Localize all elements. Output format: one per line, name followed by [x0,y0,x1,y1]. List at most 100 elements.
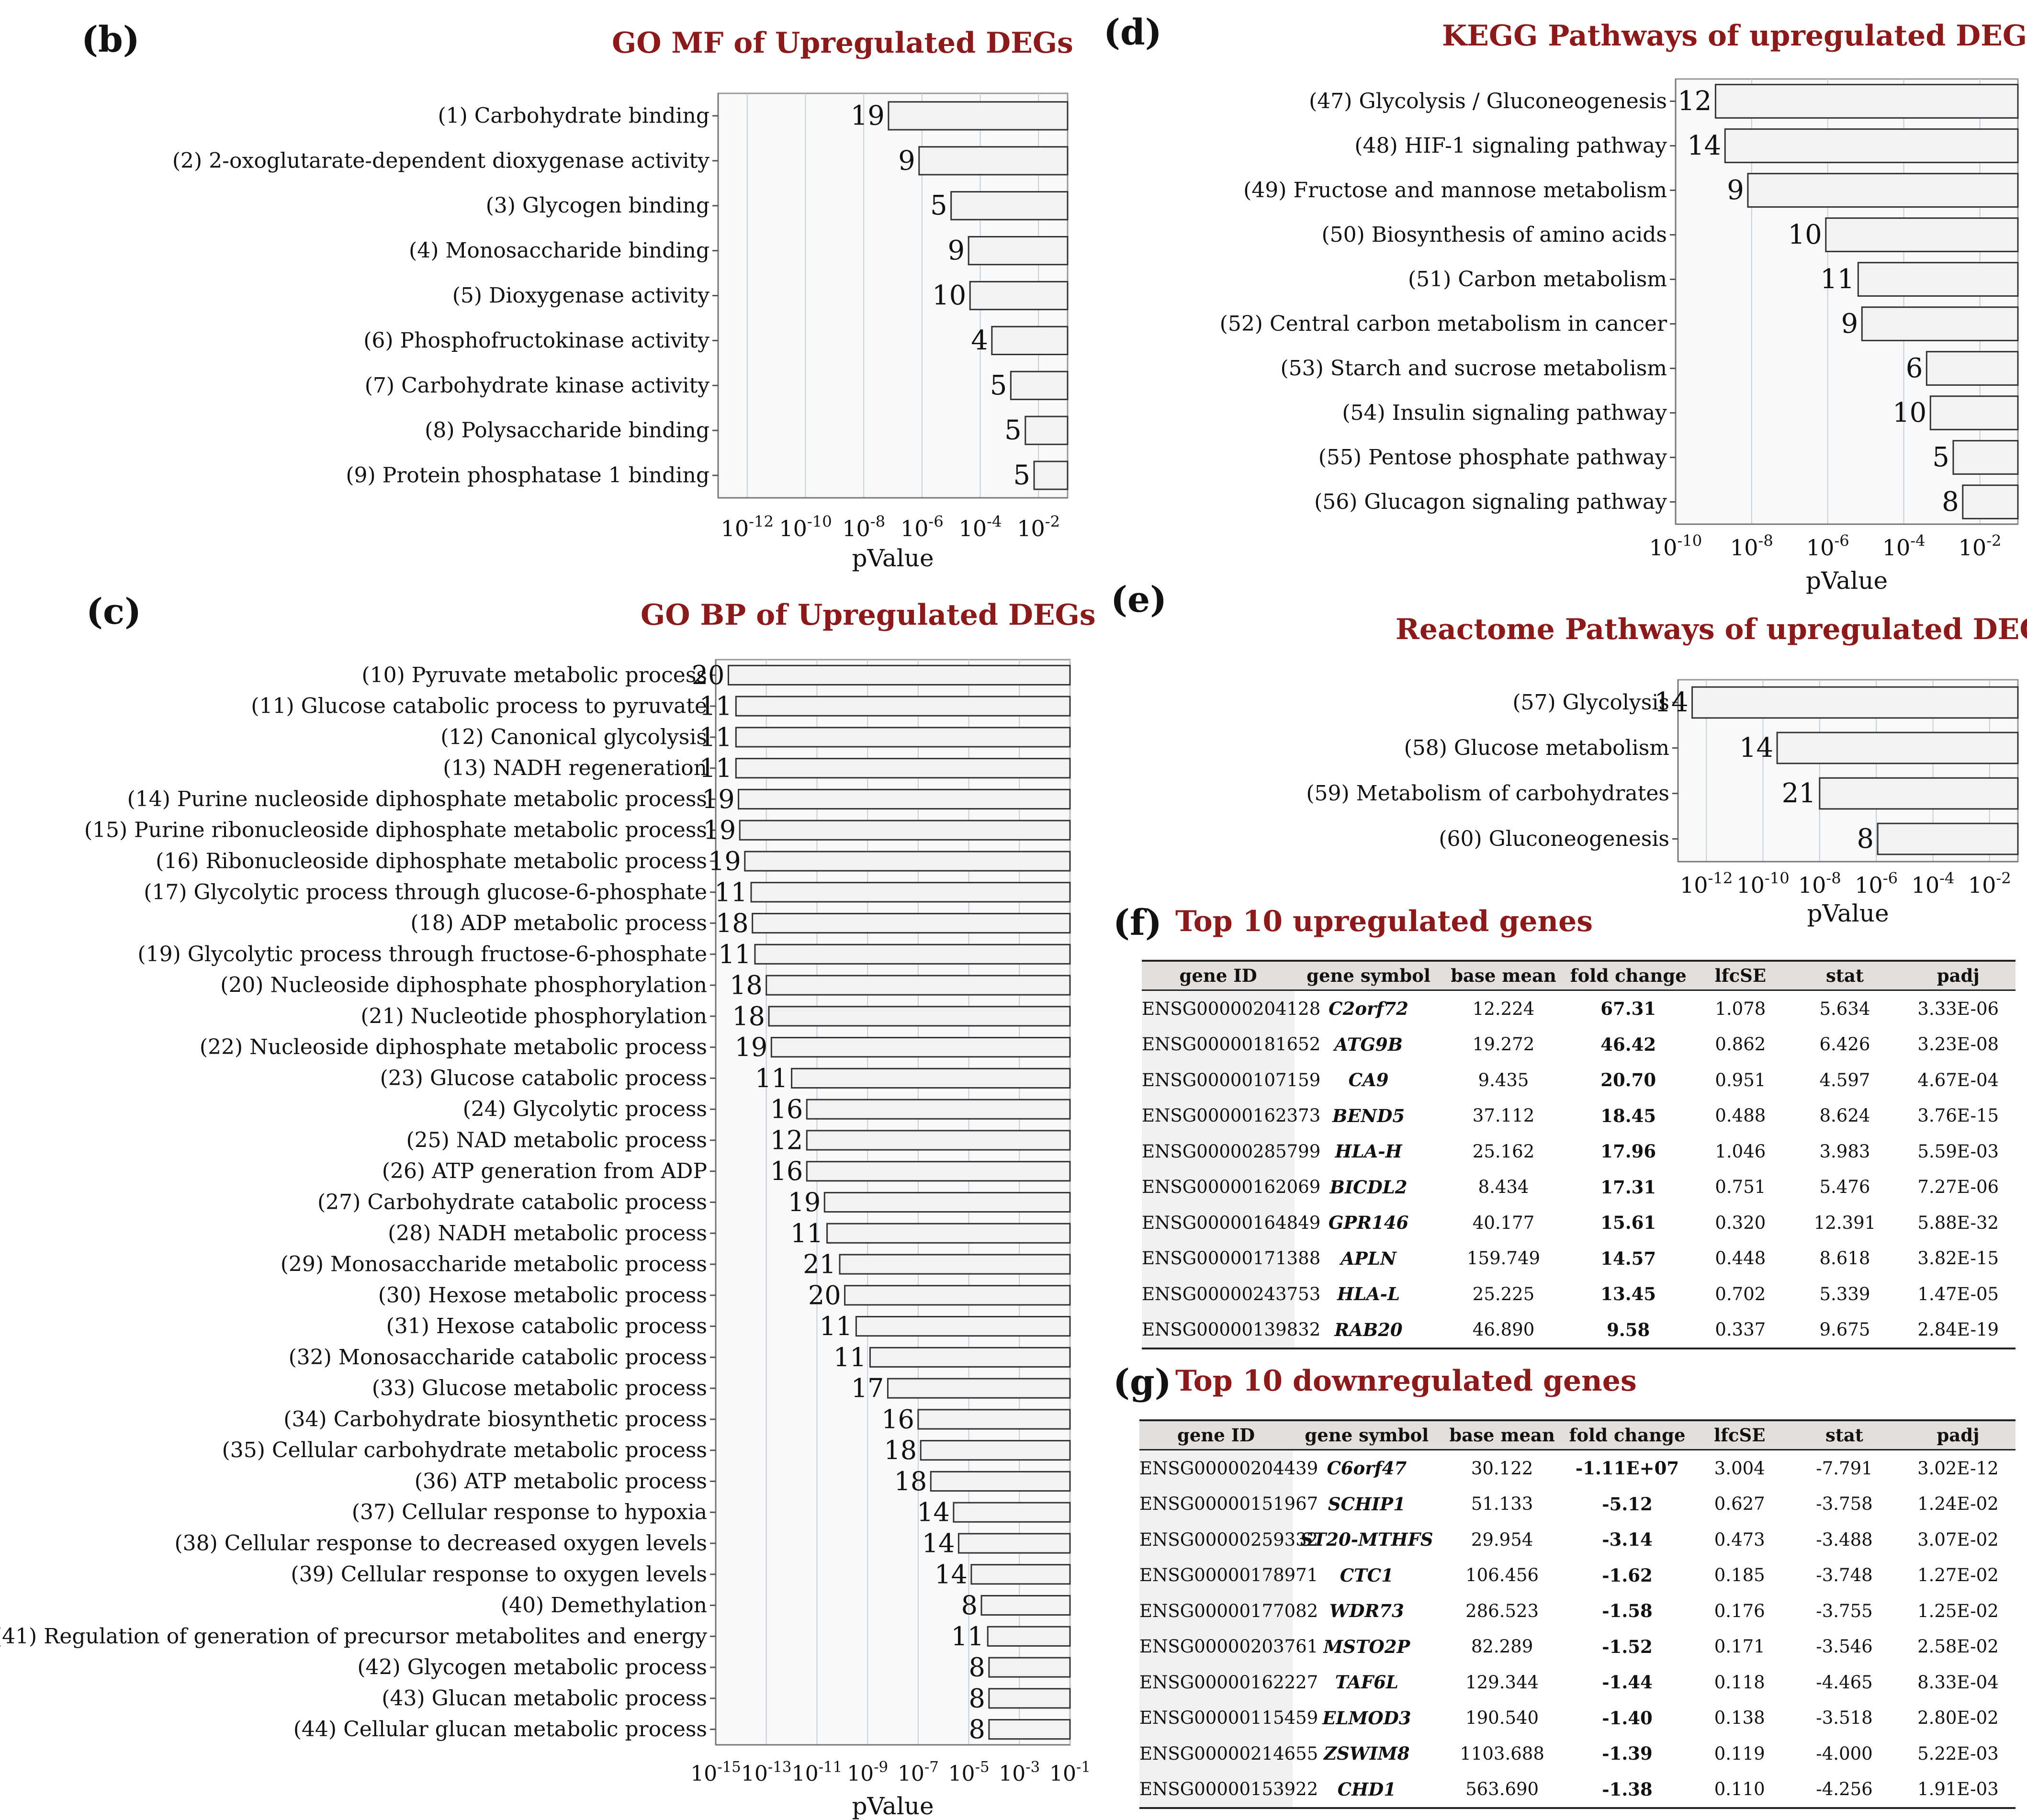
count-label: 5 [990,370,1007,401]
category-label: (36) ATP metabolic process [415,1469,707,1494]
table-cell: 46.890 [1472,1319,1535,1340]
bar [1877,822,2019,855]
table-cell: 4.597 [1819,1069,1870,1090]
table-cell: BEND5 [1332,1105,1405,1126]
table-cell: 8.624 [1819,1105,1870,1126]
table-cell: -1.52 [1602,1636,1653,1657]
table-cell: 0.138 [1714,1708,1765,1729]
table-cell: 0.320 [1715,1212,1766,1233]
table-cell: ENSG00000162373 [1142,1098,1320,1134]
category-label: (48) HIF-1 signaling pathway [1354,134,1667,158]
table-cell: -3.518 [1816,1708,1873,1729]
count-label: 9 [1727,175,1744,206]
bar [791,1067,1071,1089]
panel-label-e: (e) [1111,579,1167,620]
bar [770,1037,1071,1058]
table-row: ENSG00000162373 BEND5 37.112 18.45 0.488 8.62… [1142,1098,2016,1134]
count-label: 8 [968,1652,985,1683]
table-cell: 9.58 [1607,1319,1650,1340]
table-cell: CA9 [1348,1069,1389,1091]
bar [1952,440,2019,475]
count-label: 10 [1892,397,1926,428]
bar [823,1191,1071,1213]
table-top-downregulated: gene ID gene symbol base mean fold change lf… [1139,1419,2016,1809]
count-label: 10 [1788,219,1822,250]
table-cell: MSTO2P [1323,1636,1410,1657]
column-header: gene symbol [1293,1420,1441,1450]
bar [1010,371,1069,400]
table-cell: WDR73 [1329,1600,1404,1622]
x-tick-label: 10-2 [1959,532,2002,561]
category-label: (10) Pyruvate metabolic process [361,663,707,687]
bar [968,236,1069,266]
bar [739,820,1071,841]
table-row: ENSG00000153922 CHD1 563.690 -1.38 0.110 -4.2… [1139,1771,2016,1808]
category-label: (29) Monosaccharide metabolic process [281,1252,707,1277]
category-label: (37) Cellular response to hypoxia [352,1500,707,1525]
x-tick-label: 10-9 [847,1759,888,1786]
bar [766,975,1071,996]
column-header: stat [1788,1420,1901,1450]
count-label: 10 [932,280,966,311]
bar [735,696,1071,717]
table-cell: ENSG00000171388 [1142,1240,1320,1276]
category-label: (50) Biosynthesis of amino acids [1321,223,1667,247]
bar [988,1719,1071,1740]
count-label: 5 [1932,442,1949,473]
column-header: stat [1789,961,1901,991]
x-tick-label: 10-12 [721,513,774,541]
table-cell: -3.546 [1816,1636,1873,1657]
table-cell: 30.122 [1471,1458,1533,1479]
category-label: (54) Insulin signaling pathway [1342,401,1667,425]
table-cell: ENSG00000243753 [1142,1276,1320,1312]
count-label: 11 [951,1621,984,1651]
table-cell: ENSG00000181652 [1142,1026,1320,1062]
count-label: 18 [730,970,763,1000]
table-cell: 25.225 [1472,1283,1535,1304]
bar [768,1006,1071,1027]
category-label: (22) Nucleoside diphosphate metabolic pr… [200,1035,707,1059]
category-label: (5) Dioxygenase activity [452,283,709,308]
x-tick-label: 10-10 [1736,869,1789,898]
table-cell: -3.748 [1816,1565,1873,1586]
bar [1714,84,2019,119]
x-tick-label: 10-13 [741,1759,792,1786]
table-cell: 129.344 [1465,1672,1539,1693]
table-cell: ENSG00000178971 [1139,1557,1318,1593]
table-cell: 12.224 [1472,998,1535,1019]
table-cell: ENSG00000162069 [1142,1169,1320,1205]
column-header: base mean [1442,961,1565,991]
table-cell: -1.40 [1602,1707,1653,1729]
category-label: (59) Metabolism of carbohydrates [1306,781,1669,806]
count-label: 19 [735,1032,768,1062]
x-tick-label: 10-6 [1855,869,1898,898]
table-cell: ZSWIM8 [1324,1743,1410,1764]
table-cell: 3.76E-15 [1917,1105,1999,1126]
table-row: ENSG00000164849 GPR146 40.177 15.61 0.320 12.… [1142,1205,2016,1241]
table-cell: -4.256 [1816,1779,1873,1800]
table-cell: 0.627 [1714,1494,1765,1515]
bar [1861,306,2019,341]
count-label: 9 [1841,308,1858,339]
table-cell: 0.119 [1714,1743,1765,1764]
x-tick-label: 10-4 [1912,869,1955,898]
category-label: (32) Monosaccharide catabolic process [289,1345,707,1370]
x-tick-label: 10-5 [948,1759,990,1786]
category-label: (14) Purine nucleoside diphosphate metab… [127,787,707,811]
bar [1857,262,2019,297]
category-label: (60) Gluconeogenesis [1439,827,1669,851]
count-label: 17 [851,1373,884,1404]
table-cell: 9.435 [1478,1069,1529,1090]
table-cell: 0.448 [1715,1248,1766,1269]
table-cell: 51.133 [1471,1494,1533,1515]
table-cell: -4.465 [1816,1672,1873,1693]
table-cell: ENSG00000204128 [1142,990,1320,1027]
x-tick-label: 10-4 [959,513,1002,541]
table-cell: 2.80E-02 [1917,1708,1999,1729]
x-tick-label: 10-8 [1798,869,1841,898]
table-cell: ATG9B [1334,1034,1403,1055]
count-label: 4 [971,325,988,356]
count-label: 12 [1678,86,1712,117]
x-tick-label: 10-8 [842,513,885,541]
